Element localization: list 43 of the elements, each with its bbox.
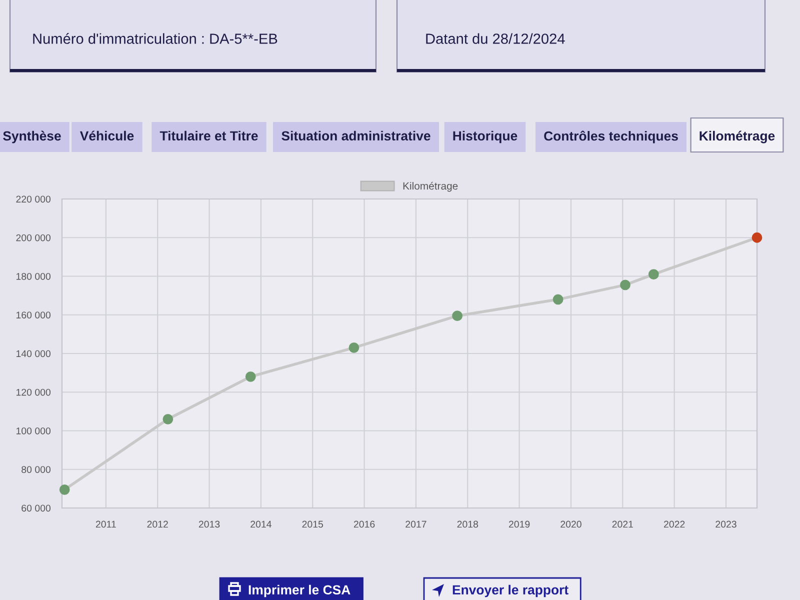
point — [59, 484, 70, 495]
x-tick-label: 2013 — [198, 520, 220, 528]
point — [620, 280, 630, 290]
point — [752, 232, 762, 243]
x-tick-label: 2017 — [406, 520, 426, 528]
x-tick-label: 2016 — [354, 520, 375, 528]
x-tick-label: 2014 — [250, 520, 272, 528]
text: Historique — [453, 130, 518, 144]
x-tick-label: 2012 — [147, 520, 168, 528]
y-tick-label: 120 000 — [16, 388, 51, 396]
x-tick-label: 2015 — [302, 520, 324, 528]
y-tick-label: 220 000 — [16, 196, 51, 203]
x-tick-label: 2020 — [560, 520, 582, 528]
point — [245, 371, 256, 382]
text: Kilométrage — [700, 130, 775, 144]
point — [648, 269, 659, 280]
x-tick-label: 2023 — [716, 520, 736, 528]
y-tick-label: 160 000 — [16, 312, 51, 318]
text: Datant du 28/12/2024 — [426, 33, 565, 44]
point — [348, 342, 360, 353]
y-tick-label: 200 000 — [16, 234, 51, 242]
y-tick-label: 60 000 — [22, 504, 51, 512]
y-tick-label: 140 000 — [16, 350, 51, 358]
x-tick-label: 2022 — [664, 520, 685, 528]
x-tick-label: 2019 — [508, 520, 530, 528]
x-tick-label: 2021 — [612, 520, 633, 528]
text: Situation administrative — [282, 130, 430, 141]
point — [552, 294, 564, 305]
point — [162, 414, 174, 424]
y-tick-label: 80 000 — [22, 466, 51, 473]
x-tick-label: 2011 — [96, 520, 116, 528]
text: Imprimer le CSA — [248, 584, 350, 598]
text: Envoyer le rapport — [452, 584, 568, 598]
legend-label: Kilométrage — [403, 182, 458, 192]
text: Numéro d'immatriculation : DA-5**-EB — [33, 33, 278, 44]
y-tick-label: 100 000 — [16, 427, 51, 434]
point — [452, 310, 462, 322]
text: Titulaire et Titre — [160, 130, 258, 141]
text: Synthèse — [3, 130, 61, 144]
y-tick-label: 180 000 — [16, 272, 51, 280]
x-tick-label: 2018 — [457, 520, 478, 528]
text: Contrôles techniques — [544, 130, 678, 144]
text: Véhicule — [80, 130, 134, 141]
